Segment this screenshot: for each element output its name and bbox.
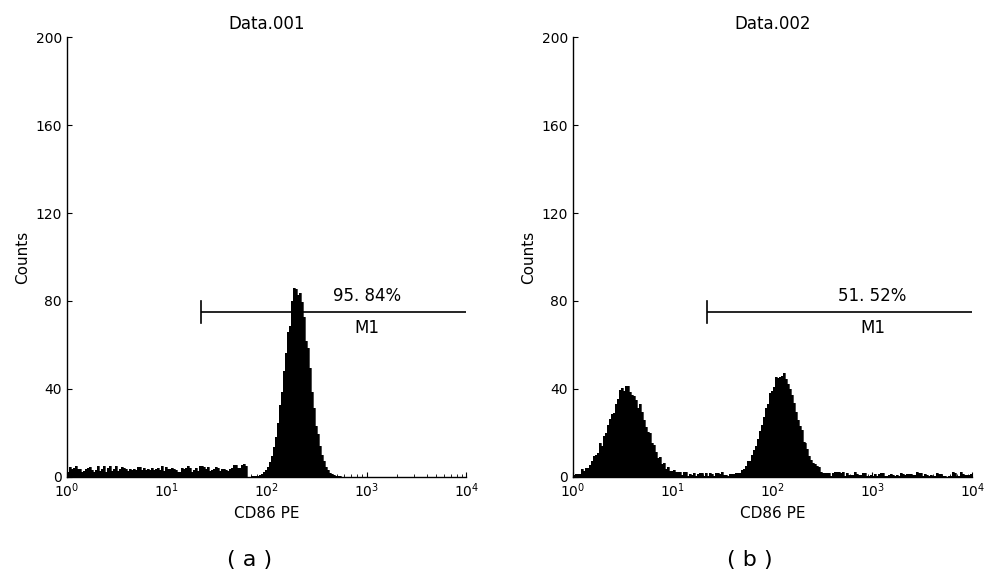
- X-axis label: CD86 PE: CD86 PE: [740, 506, 805, 521]
- Title: Data.001: Data.001: [228, 15, 305, 33]
- Text: ( a ): ( a ): [227, 550, 273, 570]
- X-axis label: CD86 PE: CD86 PE: [234, 506, 299, 521]
- Text: M1: M1: [860, 319, 885, 336]
- Text: M1: M1: [354, 319, 379, 336]
- Title: Data.002: Data.002: [734, 15, 811, 33]
- Text: 95. 84%: 95. 84%: [333, 287, 401, 305]
- Text: ( b ): ( b ): [727, 550, 773, 570]
- Y-axis label: Counts: Counts: [15, 230, 30, 283]
- Text: 51. 52%: 51. 52%: [838, 287, 907, 305]
- Y-axis label: Counts: Counts: [521, 230, 536, 283]
